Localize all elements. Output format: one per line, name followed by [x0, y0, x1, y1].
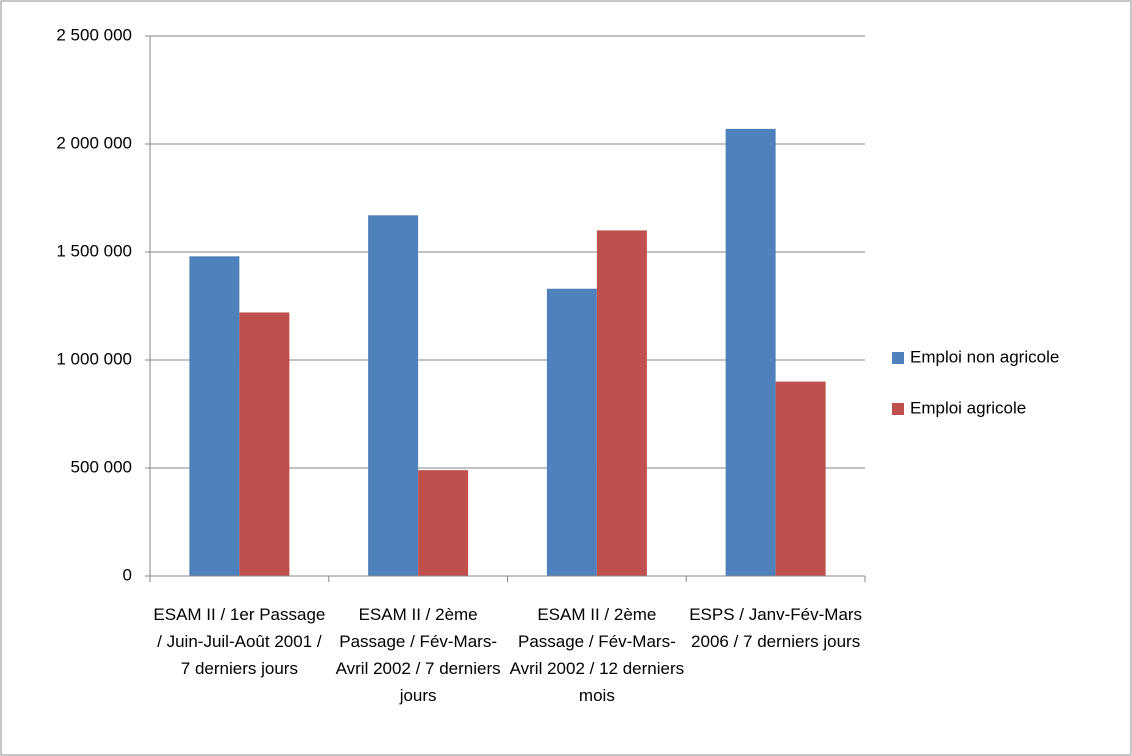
legend-label: Emploi agricole: [910, 398, 1026, 417]
y-tick-label: 2 500 000: [56, 25, 132, 44]
bar: [239, 312, 290, 576]
x-tick-label: ESAM II / 2ème Passage / Fév-Mars-Avril …: [509, 605, 685, 705]
y-tick-label: 1 000 000: [56, 349, 132, 368]
bar: [418, 470, 469, 576]
bar: [368, 215, 419, 576]
x-tick-label: ESAM II / 2ème Passage / Fév-Mars-Avril …: [335, 605, 501, 705]
bar: [725, 128, 776, 576]
y-tick-label: 1 500 000: [56, 241, 132, 260]
bar: [775, 381, 826, 576]
x-tick-label: ESAM II / 1er Passage / Juin-Juil-Août 2…: [153, 605, 326, 678]
legend-swatch: [892, 352, 904, 364]
bar: [596, 230, 647, 576]
legend-swatch: [892, 403, 904, 415]
bar: [189, 256, 240, 576]
bar: [546, 288, 597, 576]
legend-label: Emploi non agricole: [910, 347, 1059, 366]
x-tick-label: ESPS / Janv-Fév-Mars 2006 / 7 derniers j…: [689, 605, 863, 651]
y-tick-label: 500 000: [71, 457, 132, 476]
y-tick-label: 0: [123, 565, 132, 584]
y-tick-label: 2 000 000: [56, 133, 132, 152]
